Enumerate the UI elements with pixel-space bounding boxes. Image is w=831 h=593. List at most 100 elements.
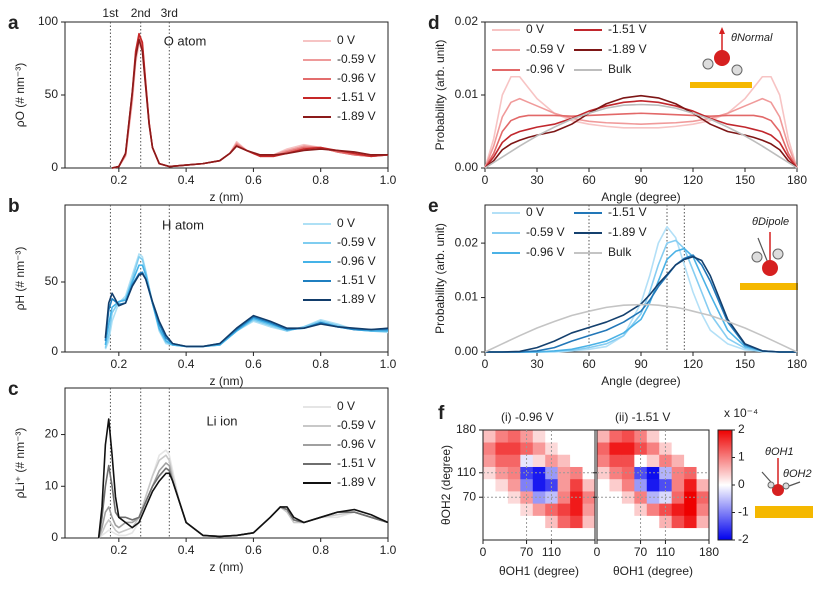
colorbar-tick-label: -1	[738, 505, 749, 519]
arrow-head	[719, 27, 725, 34]
atom	[772, 484, 784, 496]
heatmap-cell	[545, 515, 558, 529]
heatmap-cell	[621, 442, 635, 455]
heatmap-cell	[582, 478, 596, 492]
heatmap-cell	[597, 478, 610, 492]
legend-label: 0 V	[526, 22, 544, 36]
heatmap-cell	[495, 527, 509, 541]
heatmap-cell	[495, 478, 509, 492]
x-tick-label: 110	[656, 545, 675, 559]
heatmap-cell	[609, 454, 623, 467]
heatmap-cell	[609, 442, 623, 455]
x-tick-label: 0.6	[245, 357, 262, 371]
y-tick-label: 100	[38, 14, 58, 28]
legend-label: -1.51 V	[608, 22, 647, 36]
heatmap-cell	[582, 454, 596, 467]
heatmap-cell	[659, 430, 672, 443]
series-line	[484, 103, 798, 169]
atom	[702, 58, 714, 70]
legend-label: -1.51 V	[608, 205, 647, 219]
x-tick-label: 70	[520, 545, 534, 559]
heatmap-cell	[696, 442, 710, 455]
heatmap-cell	[597, 491, 610, 504]
heatmap-cell	[646, 527, 660, 541]
heatmap-cell	[495, 503, 509, 516]
surface	[740, 283, 798, 290]
heatmap-cell	[495, 466, 509, 480]
heatmap-cell	[557, 503, 571, 516]
x-tick-label: 0.4	[178, 543, 195, 557]
heatmap-cell	[495, 442, 509, 455]
heatmap-cell	[495, 491, 509, 504]
heatmap-cell	[621, 515, 635, 529]
atom	[772, 248, 784, 260]
plot-frame	[64, 204, 389, 353]
heatmap-cell	[507, 478, 521, 492]
heatmap-cell	[634, 442, 648, 455]
series-line	[484, 97, 798, 169]
heatmap-cell	[520, 430, 534, 443]
heatmap-cell	[570, 430, 583, 443]
heatmap-cell	[646, 478, 660, 492]
heatmap-cell	[609, 478, 623, 492]
heatmap-cell	[495, 430, 509, 443]
legend-label: 0 V	[337, 216, 355, 230]
heatmap-cell	[532, 442, 546, 455]
heatmap-cell	[696, 503, 710, 516]
heatmap-cell	[659, 503, 672, 516]
heatmap-cell	[557, 515, 571, 529]
heatmap-cell	[532, 515, 546, 529]
legend-label: Bulk	[608, 245, 632, 259]
heatmap-cell	[495, 515, 509, 529]
x-tick-label: 0	[482, 173, 489, 187]
heatmap-cell	[507, 503, 521, 516]
series-line	[484, 75, 798, 169]
heatmap-cell	[483, 503, 496, 516]
series-line	[104, 272, 389, 348]
colorbar-label: x 10⁻⁴	[724, 406, 758, 420]
legend-label: 0 V	[526, 205, 544, 219]
x-tick-label: 110	[542, 545, 561, 559]
y-tick-label: 0.02	[455, 14, 479, 28]
reference-label: 2nd	[131, 6, 151, 20]
heatmap-cell	[646, 503, 660, 516]
inset-label: θOH2	[783, 468, 812, 480]
heatmap-cell	[634, 478, 648, 492]
legend-label: -0.59 V	[337, 418, 376, 432]
x-tick-label: 0.2	[110, 543, 127, 557]
heatmap-cell	[609, 527, 623, 541]
heatmap-cell	[646, 515, 660, 529]
heatmap-cell	[532, 454, 546, 467]
heatmap-cell	[634, 454, 648, 467]
heatmap-cell	[570, 454, 583, 467]
plot-title: O atom	[164, 33, 207, 48]
heatmap-cell	[545, 478, 558, 492]
heatmap-cell	[684, 527, 697, 541]
x-axis-label: Angle (degree)	[601, 374, 680, 388]
heatmap-cell	[570, 527, 583, 541]
x-tick-label: 90	[634, 357, 648, 371]
heatmap-cell	[532, 527, 546, 541]
heatmap-cell	[671, 503, 685, 516]
colorbar-tick-label: 2	[738, 422, 745, 436]
heatmap-cell	[621, 466, 635, 480]
legend-label: -1.89 V	[337, 109, 376, 123]
series-line	[485, 247, 797, 353]
heatmap-cell	[582, 515, 596, 529]
heatmap-cell	[557, 430, 571, 443]
x-tick-label: 0.4	[178, 357, 195, 371]
y-axis-label: θOH2 (degree)	[439, 445, 453, 525]
y-tick-label: 50	[45, 274, 59, 288]
inset-label: θOH1	[765, 446, 794, 458]
heatmap-cell	[684, 454, 697, 467]
heatmap-cell	[557, 442, 571, 455]
heatmap-cell	[646, 454, 660, 467]
heatmap-cell	[532, 478, 546, 492]
y-axis-label: ρO (# nm⁻³)	[13, 63, 27, 128]
legend-label: -0.96 V	[337, 254, 376, 268]
heatmap-cell	[507, 430, 521, 443]
panel-label: d	[428, 13, 440, 34]
inset-dipole	[740, 232, 798, 290]
heatmap-cell	[621, 503, 635, 516]
